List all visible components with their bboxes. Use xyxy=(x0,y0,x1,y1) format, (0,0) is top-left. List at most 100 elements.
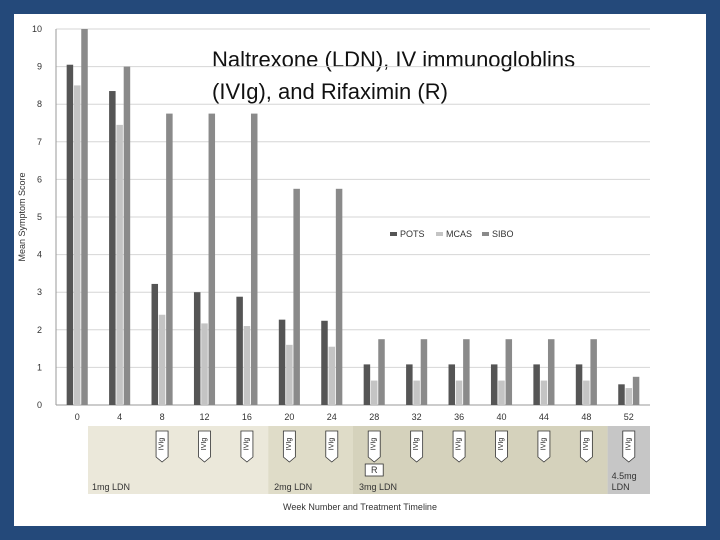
bar-pots xyxy=(193,292,201,405)
bar-mcas xyxy=(158,314,166,405)
bar-mcas xyxy=(625,388,633,405)
bar-mcas xyxy=(286,344,293,405)
bar-sibo xyxy=(123,66,131,405)
bar-mcas xyxy=(201,323,208,405)
bar-sibo xyxy=(293,188,300,405)
rifaximin-marker xyxy=(364,463,384,477)
y-tick-label: 2 xyxy=(37,325,42,335)
y-tick-label: 10 xyxy=(32,24,42,34)
ivig-marker xyxy=(282,430,296,463)
x-tick-label: 20 xyxy=(284,412,294,422)
ldn-phase-band xyxy=(88,426,269,494)
bar-sibo xyxy=(81,29,88,405)
bar-sibo xyxy=(378,339,385,405)
ivig-label: IVIg xyxy=(159,438,166,451)
y-tick-label: 4 xyxy=(37,250,42,260)
ivig-label: IVIg xyxy=(456,438,463,451)
legend-swatch-pots xyxy=(390,232,397,236)
bar-pots xyxy=(533,364,540,405)
ivig-marker xyxy=(410,430,424,463)
bar-pots xyxy=(618,384,625,405)
y-tick-label: 7 xyxy=(37,137,42,147)
x-tick-label: 4 xyxy=(117,412,122,422)
bar-pots xyxy=(236,296,243,405)
ivig-label: IVIg xyxy=(498,438,505,451)
y-tick-label: 8 xyxy=(37,99,42,109)
bar-mcas xyxy=(328,346,336,405)
slide-title: Naltrexone (LDN), IV immunogloblins (IVI… xyxy=(212,44,575,108)
bar-pots xyxy=(66,64,74,405)
ivig-label: IVIg xyxy=(583,438,590,451)
y-tick-label: 5 xyxy=(37,212,42,222)
bar-sibo xyxy=(250,113,258,405)
legend-label-sibo: SIBO xyxy=(492,229,514,239)
ldn-phase-band xyxy=(268,426,353,494)
bar-mcas xyxy=(498,380,505,405)
legend-label-mcas: MCAS xyxy=(446,229,472,239)
slide: Naltrexone (LDN), IV immunogloblins (IVI… xyxy=(14,14,706,526)
ldn-phase-label: 1mg LDN xyxy=(92,482,130,492)
x-tick-label: 32 xyxy=(412,412,422,422)
ivig-marker xyxy=(198,430,211,463)
x-tick-label: 12 xyxy=(199,412,209,422)
bar-mcas xyxy=(583,380,590,405)
y-axis-label: Mean Symptom Score xyxy=(17,172,27,261)
ldn-phase-band xyxy=(353,426,608,494)
ivig-marker xyxy=(452,430,466,463)
bar-sibo xyxy=(463,339,470,405)
legend-label-pots: POTS xyxy=(400,229,425,239)
bar-sibo xyxy=(632,376,640,405)
bar-pots xyxy=(151,283,159,405)
bar-pots xyxy=(278,319,286,405)
bar-mcas xyxy=(455,380,463,405)
x-tick-label: 24 xyxy=(327,412,337,422)
ivig-marker xyxy=(537,430,551,463)
bar-mcas xyxy=(540,380,548,405)
ldn-phase-label: 4.5mg xyxy=(612,471,637,481)
ivig-label: IVIg xyxy=(540,438,547,451)
x-tick-label: 36 xyxy=(454,412,464,422)
bar-sibo xyxy=(208,113,216,405)
y-tick-label: 1 xyxy=(37,362,42,372)
ivig-marker xyxy=(622,430,636,463)
bar-mcas xyxy=(243,326,251,405)
ivig-label: IVIg xyxy=(328,438,335,451)
title-line-1: Naltrexone (LDN), IV immunogloblins xyxy=(212,47,576,72)
legend-swatch-mcas xyxy=(436,232,443,236)
bar-mcas xyxy=(370,380,378,405)
bar-sibo xyxy=(420,339,428,405)
ldn-phase-label: LDN xyxy=(612,482,630,492)
y-tick-label: 0 xyxy=(37,400,42,410)
bar-pots xyxy=(490,364,498,405)
x-tick-label: 48 xyxy=(581,412,591,422)
ivig-marker xyxy=(325,430,339,463)
ivig-label: IVIg xyxy=(413,438,420,451)
x-tick-label: 44 xyxy=(539,412,549,422)
ivig-label: IVIg xyxy=(625,438,632,451)
ivig-label: IVIg xyxy=(371,438,378,451)
x-tick-label: 40 xyxy=(496,412,506,422)
bar-pots xyxy=(448,364,456,405)
x-axis-label: Week Number and Treatment Timeline xyxy=(283,502,437,512)
x-tick-label: 28 xyxy=(369,412,379,422)
y-tick-label: 6 xyxy=(37,174,42,184)
y-tick-label: 3 xyxy=(37,287,42,297)
bar-pots xyxy=(321,320,328,405)
ivig-marker xyxy=(155,430,169,463)
bar-mcas xyxy=(116,124,123,405)
x-tick-label: 52 xyxy=(624,412,634,422)
ldn-phase-label: 2mg LDN xyxy=(274,482,312,492)
bar-sibo xyxy=(166,113,173,405)
ivig-marker xyxy=(240,430,254,463)
legend-swatch-sibo xyxy=(482,232,489,236)
x-tick-label: 16 xyxy=(242,412,252,422)
bar-mcas xyxy=(413,380,420,405)
bar-pots xyxy=(109,91,116,405)
ivig-marker xyxy=(495,430,508,463)
rifaximin-label: R xyxy=(371,465,378,475)
bar-mcas xyxy=(73,85,81,406)
bar-sibo xyxy=(590,339,597,405)
bar-pots xyxy=(575,364,583,405)
ivig-label: IVIg xyxy=(286,438,293,451)
y-tick-label: 9 xyxy=(37,62,42,72)
